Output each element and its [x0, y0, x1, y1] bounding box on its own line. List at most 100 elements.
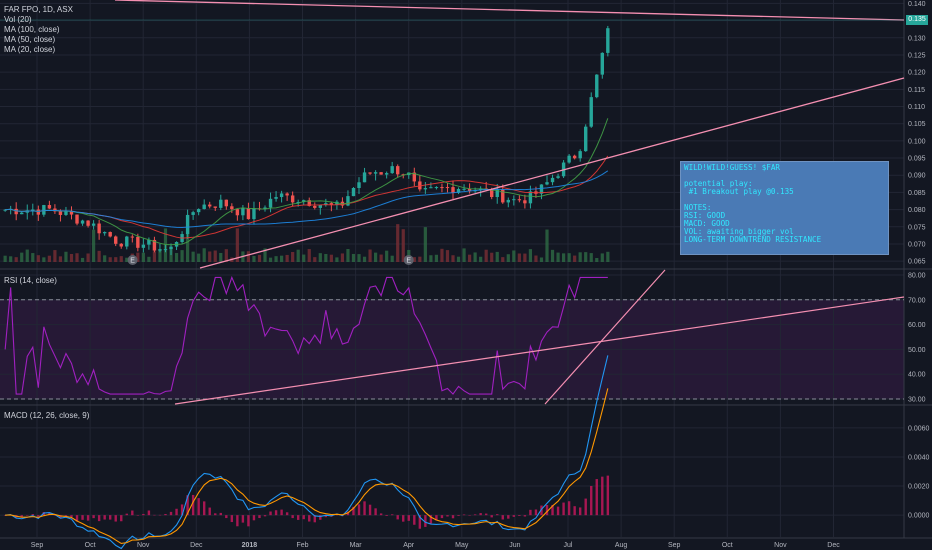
volume-bar: [103, 255, 107, 262]
volume-bar: [58, 256, 63, 262]
macd-histogram-bar: [335, 514, 339, 516]
macd-histogram-bar: [31, 514, 34, 516]
candle-body: [445, 187, 450, 189]
candle-body: [14, 208, 18, 215]
candle-body: [235, 209, 240, 216]
candle-body: [368, 172, 372, 174]
volume-bar: [495, 251, 499, 262]
volume-bar: [257, 254, 262, 262]
candle-body: [329, 203, 334, 205]
volume-bar: [484, 249, 488, 262]
volume-bar: [25, 249, 29, 262]
macd-histogram-bar: [479, 513, 482, 516]
volume-bar: [434, 254, 439, 262]
last-price-tag: 0.135: [906, 15, 928, 25]
candle-body: [285, 193, 289, 196]
earnings-marker-label: E: [130, 258, 135, 265]
macd-tick-label: 0.0000: [908, 513, 930, 520]
macd-histogram-bar: [451, 515, 455, 519]
candle-body: [108, 232, 112, 237]
y-tick-label: 0.115: [908, 87, 925, 94]
macd-histogram-bar: [147, 510, 151, 516]
volume-bar: [302, 254, 306, 262]
candle-body: [86, 220, 90, 226]
downtrend-resistance-line: [114, 0, 905, 21]
y-tick-label: 0.100: [908, 138, 926, 145]
volume-bar: [385, 250, 389, 262]
volume-bar: [147, 256, 151, 262]
macd-histogram-bar: [562, 502, 565, 516]
candle-body: [20, 212, 24, 215]
macd-histogram-bar: [435, 515, 438, 521]
volume-bar: [346, 248, 350, 262]
x-tick-label: Sep: [668, 542, 681, 549]
note-line: RSI: GOOD: [684, 211, 726, 220]
macd-histogram-bar: [191, 494, 195, 516]
candle-body: [147, 239, 151, 245]
macd-histogram-bar: [247, 515, 250, 527]
legend-ma50: MA (50, close): [4, 35, 56, 44]
candle-body: [91, 223, 96, 226]
macd-histogram-bar: [496, 514, 499, 516]
x-tick-label: May: [455, 542, 469, 549]
volume-bar: [97, 250, 101, 262]
candle-body: [589, 97, 593, 127]
volume-bar: [340, 253, 345, 262]
note-play: #1 Breakout play @0.135: [688, 187, 794, 196]
rsi-tick-label: 40.00: [908, 372, 926, 379]
volume-bar: [501, 257, 505, 262]
candle-body: [384, 173, 389, 175]
volume-bar: [329, 254, 333, 262]
volume-bar: [285, 254, 289, 262]
y-tick-label: 0.120: [908, 70, 926, 77]
macd-histogram-bar: [319, 515, 322, 520]
candle-body: [451, 187, 455, 193]
earnings-marker-label: E: [406, 258, 411, 265]
macd-histogram-bar: [296, 515, 300, 520]
trade-note[interactable]: WILD!WILD!GUESS! $FAR potential play: #1…: [680, 161, 889, 255]
volume-bar: [169, 249, 173, 262]
volume-bar: [64, 251, 68, 262]
candle-body: [191, 212, 195, 215]
candle-body: [75, 214, 79, 224]
note-notes-label: NOTES:: [684, 203, 712, 212]
macd-histogram-bar: [590, 485, 593, 516]
volume-bar: [440, 248, 444, 262]
volume-bar: [86, 253, 90, 262]
macd-histogram-bar: [313, 515, 316, 523]
volume-bar: [69, 253, 74, 262]
volume-bar: [517, 253, 521, 262]
note-line: MACD: GOOD: [684, 219, 730, 228]
macd-histogram-bar: [534, 509, 538, 516]
candle-body: [219, 199, 223, 208]
macd-histogram-bar: [3, 515, 7, 516]
macd-histogram-bar: [573, 506, 576, 516]
x-tick-label: Dec: [827, 542, 840, 549]
candle-body: [163, 249, 168, 251]
volume-bar: [9, 256, 13, 262]
volume-bar: [114, 257, 118, 262]
volume-bar: [490, 252, 494, 262]
volume-bar: [318, 253, 322, 262]
volume-bar: [467, 254, 472, 262]
volume-bar: [36, 255, 40, 262]
candle-body: [545, 182, 549, 185]
main-legend: FAR FPO, 1D, ASX Vol (20) MA (100, close…: [4, 5, 73, 55]
volume-bar: [390, 255, 394, 262]
candle-body: [69, 211, 74, 215]
macd-histogram-bar: [440, 515, 444, 519]
volume-bar: [280, 255, 284, 262]
volume-bar: [174, 253, 179, 262]
y-tick-label: 0.085: [908, 190, 926, 197]
volume-bar: [14, 257, 18, 262]
macd-histogram-bar: [114, 515, 117, 522]
macd-histogram-bar: [407, 515, 410, 521]
macd-tick-label: 0.0020: [908, 484, 930, 491]
candle-body: [196, 209, 201, 213]
macd-histogram-bar: [75, 515, 79, 522]
candle-body: [252, 208, 256, 220]
y-tick-label: 0.080: [908, 207, 926, 214]
volume-bar: [561, 253, 566, 262]
macd-histogram-bar: [551, 504, 554, 516]
